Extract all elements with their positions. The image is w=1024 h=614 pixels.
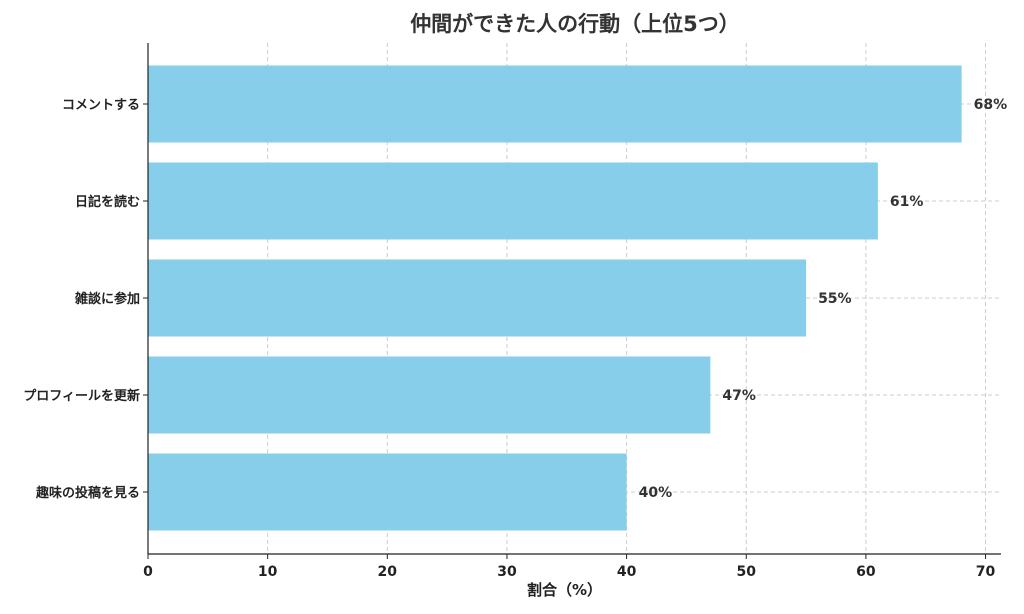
chart-title: 仲間ができた人の行動（上位5つ） (410, 12, 740, 36)
data-label: 47% (722, 388, 756, 404)
x-tick-label: 10 (258, 564, 278, 580)
bar (148, 453, 627, 531)
x-tick-label: 40 (617, 564, 637, 580)
category-label: プロフィールを更新 (23, 388, 140, 404)
data-label: 55% (818, 291, 852, 307)
x-tick-label: 50 (737, 564, 757, 580)
category-label: 日記を読む (75, 194, 140, 210)
axis-layer (143, 43, 1001, 559)
x-tick-label: 60 (856, 564, 876, 580)
category-label: 雑談に参加 (74, 291, 140, 307)
bar (148, 259, 807, 337)
label-layer: 68% コメントする 61% 日記を読む 55% 雑談に参加 47% プロフィールを更新 40%… (23, 97, 1007, 599)
bar-layer (148, 65, 962, 531)
x-axis-title: 割合（%） (527, 581, 602, 599)
x-tick-label: 30 (497, 564, 517, 580)
bar (148, 162, 878, 240)
category-label: コメントする (62, 98, 140, 113)
data-label: 68% (974, 97, 1008, 113)
data-label: 40% (639, 485, 673, 501)
x-tick-label: 0 (143, 564, 153, 580)
x-tick-label: 70 (976, 564, 996, 580)
data-label: 61% (890, 194, 924, 210)
x-tick-label: 20 (378, 564, 398, 580)
bar (148, 65, 962, 143)
category-label: 趣味の投稿を見る (35, 485, 140, 501)
bar (148, 356, 711, 434)
